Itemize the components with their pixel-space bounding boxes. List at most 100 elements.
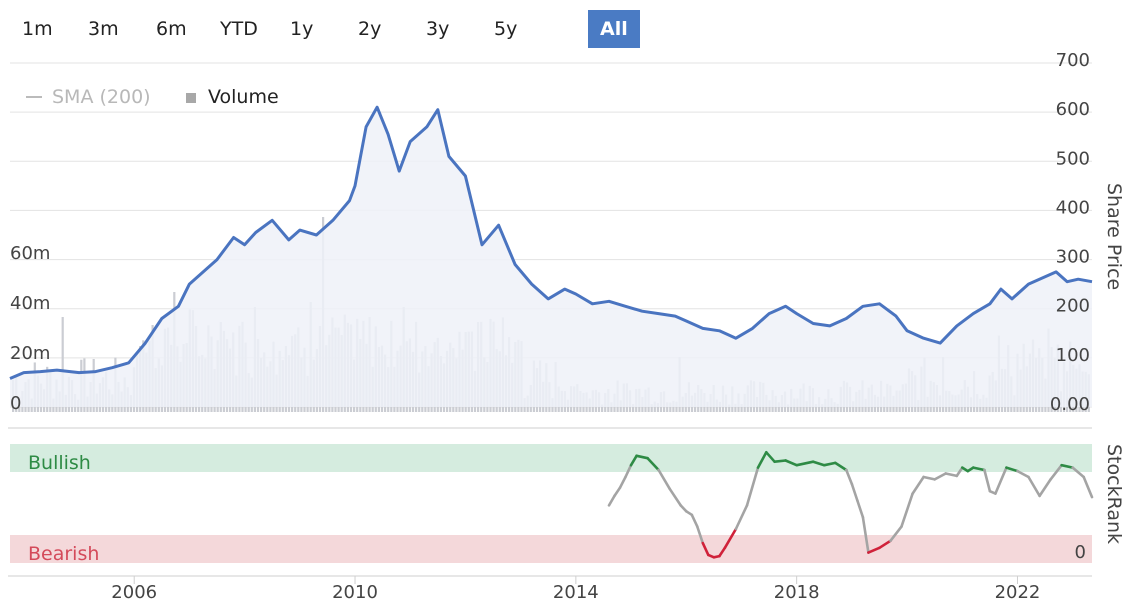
stockrank-segment — [955, 466, 964, 478]
volume-bar — [734, 403, 737, 412]
range-button-3m[interactable]: 3m — [88, 18, 119, 40]
stockrank-segment — [668, 487, 683, 507]
stockrank-panel: Bullish Bearish 0 StockRank — [10, 444, 1125, 565]
x-tick-label: 2006 — [111, 582, 157, 603]
volume-legend-square-icon — [186, 93, 196, 103]
price-axis: 700 600 500 400 300 200 100 0.00 — [1050, 50, 1090, 415]
stockrank-segment — [911, 475, 925, 495]
stockrank-segment — [784, 459, 799, 467]
x-tick-label: 2022 — [995, 582, 1041, 603]
stockrank-segment — [833, 461, 848, 472]
range-button-all[interactable]: All — [588, 10, 640, 48]
stockrank-segment — [971, 466, 986, 472]
stockrank-segment — [944, 472, 959, 478]
stockrank-segment — [734, 504, 749, 531]
stockrank-segment — [994, 466, 1008, 495]
range-button-3y[interactable]: 3y — [426, 18, 450, 40]
volume-bar — [836, 403, 839, 412]
volume-bar — [601, 404, 604, 412]
stockrank-segment — [773, 459, 787, 464]
volume-bar — [632, 404, 635, 412]
stockrank-segment — [1005, 466, 1019, 473]
price-tick-label: 200 — [1056, 296, 1090, 317]
price-tick-label: 700 — [1056, 50, 1090, 71]
stockrank-segment — [679, 504, 688, 513]
share-price-axis-title: Share Price — [1103, 183, 1125, 290]
range-button-1m[interactable]: 1m — [22, 18, 53, 40]
bullish-band — [10, 444, 1092, 472]
stockrank-segment — [1027, 475, 1041, 498]
volume-bar — [61, 317, 64, 412]
price-area — [10, 107, 1092, 407]
stockrank-segment — [1038, 478, 1052, 498]
price-tick-label: 0.00 — [1050, 394, 1090, 415]
range-button-5y[interactable]: 5y — [494, 18, 518, 40]
stockrank-segment — [850, 482, 859, 502]
volume-tick-label: 60m — [10, 243, 50, 264]
stockrank-segment — [844, 468, 854, 486]
range-button-1y[interactable]: 1y — [290, 18, 314, 40]
bullish-label: Bullish — [28, 452, 91, 474]
x-tick-label: 2014 — [553, 582, 599, 603]
volume-bar — [821, 404, 824, 412]
stockrank-segment — [889, 525, 903, 543]
price-tick-label: 300 — [1056, 247, 1090, 268]
stockrank-segment — [1071, 466, 1085, 479]
stockrank-segment — [861, 515, 870, 554]
stockrank-axis-title: StockRank — [1103, 444, 1125, 544]
stockrank-segment — [635, 454, 649, 460]
range-button-2y[interactable]: 2y — [358, 18, 382, 40]
stockrank-segment — [764, 450, 776, 464]
volume-legend-label[interactable]: Volume — [208, 86, 279, 108]
volume-bar — [669, 402, 672, 412]
stockrank-segment — [795, 460, 815, 467]
stockrank-segment — [1049, 463, 1063, 481]
stockrank-line[interactable] — [607, 450, 1094, 559]
x-tick-label: 2018 — [774, 582, 820, 603]
stockrank-segment — [629, 454, 638, 467]
stockrank-segment — [983, 468, 992, 493]
stockrank-segment — [811, 460, 826, 467]
volume-bar — [777, 402, 780, 412]
stockrank-segment — [718, 546, 727, 558]
volume-axis: 60m 40m 20m 0 — [10, 243, 50, 414]
chart-legend[interactable]: SMA (200) Volume — [26, 86, 279, 108]
volume-bar — [814, 404, 818, 412]
stockrank-segment — [646, 456, 660, 472]
stockrank-segment — [607, 494, 616, 507]
stockrank-segment — [723, 527, 738, 550]
bearish-label: Bearish — [28, 543, 99, 565]
range-button-ytd[interactable]: YTD — [220, 18, 258, 40]
volume-tick-label: 0 — [10, 393, 21, 414]
volume-tick-label: 40m — [10, 293, 50, 314]
volume-bar — [740, 404, 743, 412]
stockrank-segment — [878, 539, 892, 550]
range-button-6m[interactable]: 6m — [156, 18, 187, 40]
stockrank-segment — [900, 492, 914, 528]
price-tick-label: 600 — [1056, 99, 1090, 120]
stockrank-segment — [618, 475, 627, 490]
stockrank-segment — [1060, 463, 1074, 469]
volume-bar — [787, 404, 790, 412]
sma-legend-label[interactable]: SMA (200) — [52, 86, 151, 108]
volume-bar — [650, 404, 653, 412]
volume-bar — [666, 402, 669, 412]
volume-bar — [610, 402, 613, 412]
stockrank-segment — [756, 450, 768, 469]
stockrank-segment — [856, 499, 865, 519]
stockrank-segment — [867, 546, 881, 554]
volume-bar — [728, 404, 731, 412]
x-axis: 2006 2010 2014 2018 2022 — [111, 576, 1040, 603]
stockrank-segment — [1016, 469, 1030, 479]
price-line[interactable] — [9, 105, 1093, 380]
stockrank-segment — [933, 472, 948, 481]
price-tick-label: 500 — [1056, 148, 1090, 169]
stockrank-segment — [613, 486, 622, 498]
stockrank-segment — [690, 513, 699, 528]
stockrank-segment — [624, 463, 633, 479]
stockrank-segment — [701, 541, 710, 557]
stockrank-segment — [922, 475, 937, 481]
stockrank-segment — [1082, 475, 1094, 499]
stockrank-segment — [745, 466, 760, 507]
